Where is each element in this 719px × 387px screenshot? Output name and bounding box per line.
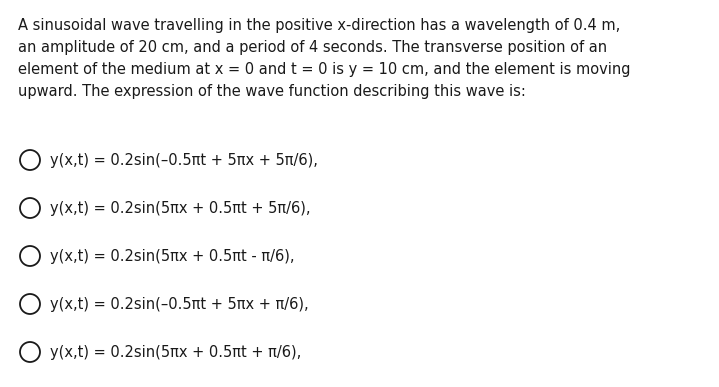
Text: y(x,t) = 0.2sin(5πx + 0.5πt - π/6),: y(x,t) = 0.2sin(5πx + 0.5πt - π/6), (50, 248, 295, 264)
Text: an amplitude of 20 cm, and a period of 4 seconds. The transverse position of an: an amplitude of 20 cm, and a period of 4… (18, 40, 607, 55)
Text: A sinusoidal wave travelling in the positive x-direction has a wavelength of 0.4: A sinusoidal wave travelling in the posi… (18, 18, 620, 33)
Text: y(x,t) = 0.2sin(–0.5πt + 5πx + π/6),: y(x,t) = 0.2sin(–0.5πt + 5πx + π/6), (50, 296, 308, 312)
Text: upward. The expression of the wave function describing this wave is:: upward. The expression of the wave funct… (18, 84, 526, 99)
Text: y(x,t) = 0.2sin(–0.5πt + 5πx + 5π/6),: y(x,t) = 0.2sin(–0.5πt + 5πx + 5π/6), (50, 152, 318, 168)
Text: y(x,t) = 0.2sin(5πx + 0.5πt + π/6),: y(x,t) = 0.2sin(5πx + 0.5πt + π/6), (50, 344, 301, 360)
Text: element of the medium at x = 0 and t = 0 is y = 10 cm, and the element is moving: element of the medium at x = 0 and t = 0… (18, 62, 631, 77)
Text: y(x,t) = 0.2sin(5πx + 0.5πt + 5π/6),: y(x,t) = 0.2sin(5πx + 0.5πt + 5π/6), (50, 200, 311, 216)
